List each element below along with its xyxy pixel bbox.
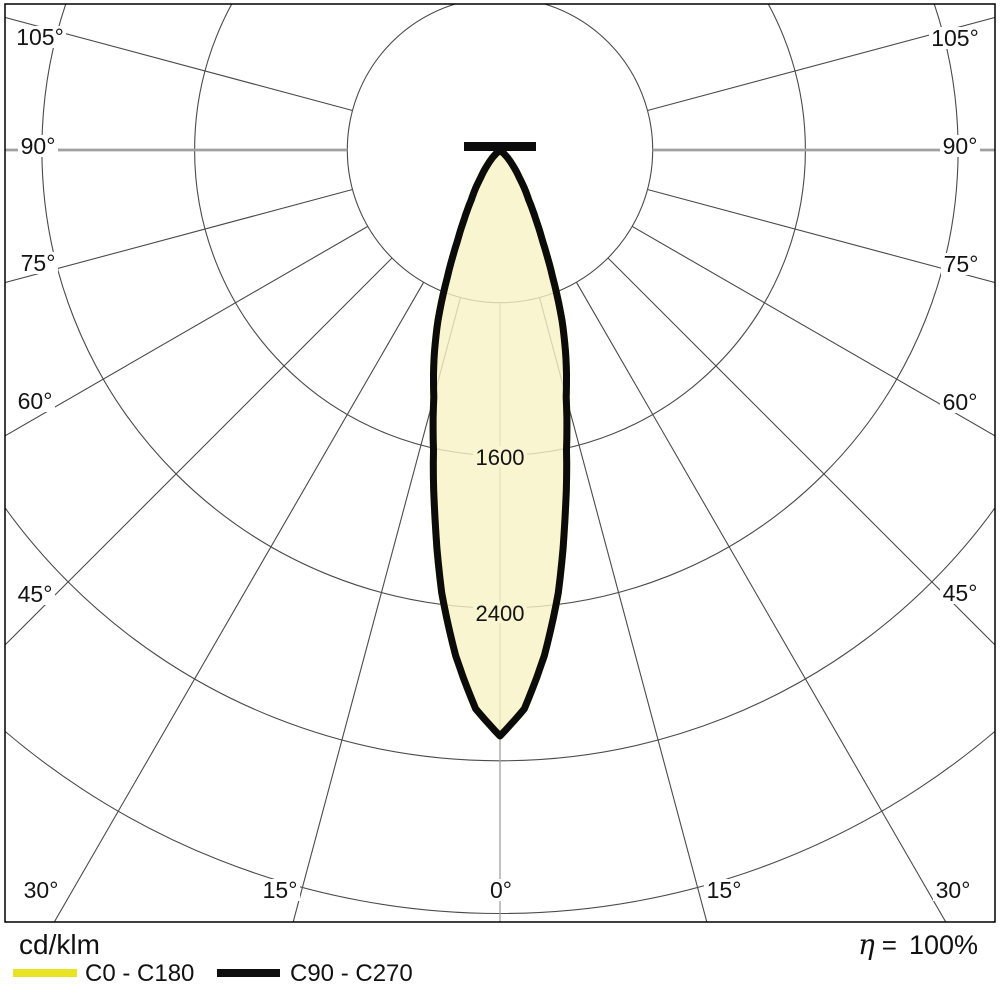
angle-label-bg bbox=[260, 879, 300, 901]
eta-value: 100% bbox=[908, 930, 978, 960]
angle-label-bg bbox=[14, 26, 66, 48]
angle-label-90°: 90° bbox=[943, 133, 978, 159]
ring-label-1600: 1600 bbox=[476, 445, 525, 470]
beam-fill bbox=[433, 150, 567, 736]
angle-label-90°: 90° bbox=[21, 133, 56, 159]
grid-spoke-105 bbox=[5, 16, 353, 112]
angle-label-75°: 75° bbox=[21, 250, 56, 276]
angle-label-bg bbox=[18, 252, 58, 274]
angle-label-15°: 15° bbox=[707, 877, 742, 903]
grid-spoke-15 bbox=[538, 297, 708, 922]
grid-spoke-60 bbox=[631, 225, 995, 437]
grid-spoke-105 bbox=[647, 16, 995, 112]
angle-label-bg bbox=[487, 879, 515, 901]
angle-label-bg bbox=[704, 879, 744, 901]
angle-label-bg bbox=[940, 135, 980, 157]
units-label: cd/klm bbox=[19, 929, 100, 960]
c90-c270-curve bbox=[429, 146, 571, 740]
angle-label-30°: 30° bbox=[24, 877, 59, 903]
angle-label-0°: 0° bbox=[490, 877, 512, 903]
grid-spoke-30 bbox=[53, 281, 425, 922]
angle-label-30°: 30° bbox=[936, 877, 971, 903]
c0-c180-swatch bbox=[13, 969, 77, 977]
angle-label-45°: 45° bbox=[18, 581, 53, 607]
ring-label-bg bbox=[473, 602, 527, 623]
legend: C0 - C180 C90 - C270 bbox=[0, 962, 1000, 992]
angle-label-45°: 45° bbox=[943, 580, 978, 606]
grid-spoke-30 bbox=[575, 281, 947, 922]
c90-c270-swatch bbox=[217, 969, 280, 977]
angle-label-bg bbox=[21, 879, 61, 901]
grid-spoke-75 bbox=[647, 188, 995, 284]
angle-label-60°: 60° bbox=[943, 389, 978, 415]
angle-label-bg bbox=[15, 390, 55, 412]
eta-operator: = bbox=[881, 930, 897, 960]
angle-label-bg bbox=[940, 391, 980, 413]
grid-spoke-45 bbox=[607, 257, 995, 646]
angle-label-60°: 60° bbox=[18, 388, 53, 414]
angle-label-bg bbox=[941, 253, 981, 275]
angle-label-bg bbox=[15, 583, 55, 605]
eta-symbol: η bbox=[857, 928, 875, 961]
angle-label-bg bbox=[933, 879, 973, 901]
angle-label-105°: 105° bbox=[931, 25, 979, 51]
ring-label-2400: 2400 bbox=[476, 601, 525, 626]
c90-c270-label: C90 - C270 bbox=[290, 960, 413, 987]
c0-c180-label: C0 - C180 bbox=[85, 960, 195, 987]
intensity-distribution-polar-chart: 1600 2400 105° 90° 75° 60° 45° 30° 15° 0° 15° 30° 45… bbox=[4, 3, 996, 923]
angle-label-bg bbox=[929, 27, 981, 49]
plot-border bbox=[4, 3, 996, 923]
luminaire-symbol bbox=[464, 142, 536, 151]
angle-label-bg bbox=[940, 582, 980, 604]
grid-spoke-75 bbox=[5, 188, 353, 284]
grid-spoke-15 bbox=[292, 297, 462, 922]
grid-spoke-60 bbox=[5, 225, 369, 437]
grid-spoke-45 bbox=[5, 257, 393, 646]
angle-label-bg bbox=[18, 135, 58, 157]
angle-label-105°: 105° bbox=[16, 24, 64, 50]
angle-label-75°: 75° bbox=[944, 251, 979, 277]
ring-label-bg bbox=[473, 446, 527, 467]
angle-label-15°: 15° bbox=[263, 877, 298, 903]
efficiency-readout: η = 100% bbox=[857, 928, 978, 961]
